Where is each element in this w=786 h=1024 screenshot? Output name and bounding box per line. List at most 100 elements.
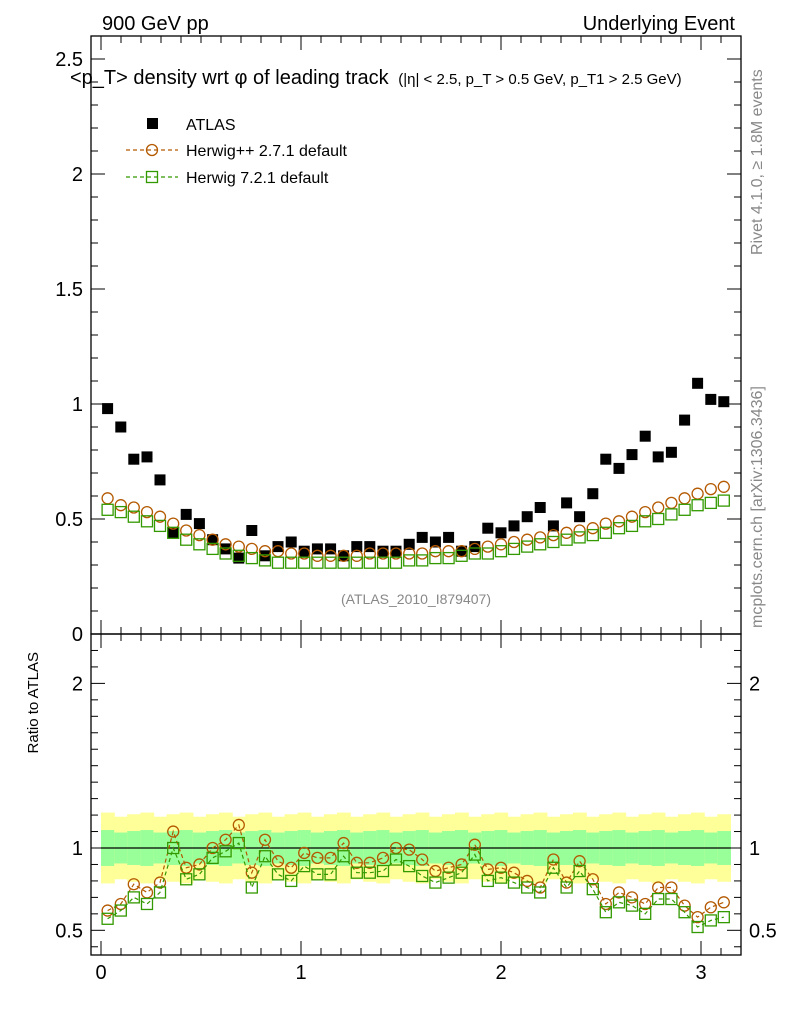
herwigpp-ratio-point: [324, 851, 337, 865]
herwigpp-point: [429, 545, 442, 558]
herwigpp-point: [101, 492, 114, 505]
atlas-point: [416, 531, 428, 543]
herwigpp-ratio-point: [153, 876, 167, 889]
atlas-point: [692, 377, 704, 389]
herwig7-point: [245, 551, 258, 565]
atlas-point: [311, 543, 323, 555]
main-ytick-label: 0: [72, 624, 83, 646]
atlas-point: [338, 550, 350, 562]
herwig7-ratio-point: [442, 871, 455, 884]
herwigpp-ratio-point: [114, 897, 127, 911]
herwigpp-point: [376, 547, 390, 560]
atlas-point: [390, 545, 402, 557]
herwigpp-point: [534, 531, 547, 544]
atlas-point: [325, 543, 337, 555]
herwigpp-point: [521, 533, 534, 546]
herwig7-point: [232, 549, 245, 562]
main-panel: 0 0.5 1 1.5 2 2.5 <p_T> density wrt φ of lead…: [55, 35, 742, 646]
herwig7-point: [547, 535, 560, 549]
main-ytick-label: 2: [72, 164, 83, 186]
herwig7-ratio-point: [717, 910, 730, 924]
herwig7-ratio-point: [271, 868, 285, 881]
atlas-point: [207, 534, 219, 546]
atlas-point: [377, 545, 389, 557]
herwigpp-point: [547, 528, 560, 542]
herwig7-ratio-point: [193, 868, 206, 881]
atlas-point: [272, 541, 284, 553]
herwig7-ratio-point: [140, 897, 154, 911]
herwigpp-ratio-point: [442, 861, 455, 874]
ratio-xtick-label: 2: [495, 962, 506, 984]
herwig7-point: [206, 542, 219, 556]
herwig7-point: [193, 538, 206, 551]
herwig7-ratio-point: [363, 866, 376, 879]
herwigpp-ratio-point: [193, 858, 206, 871]
herwig7-point: [494, 545, 508, 558]
herwig7-ratio-point: [481, 874, 494, 888]
atlas-point: [115, 421, 127, 433]
herwig7-ratio-point: [232, 836, 245, 850]
atlas-point: [154, 474, 166, 486]
herwig7-point: [521, 540, 534, 553]
atlas-point: [574, 511, 586, 523]
atlas-point: [220, 543, 232, 555]
herwig7-point: [639, 515, 652, 528]
atlas-point: [102, 403, 114, 415]
herwig7-ratio-point: [311, 868, 324, 881]
herwigpp-ratio-point: [717, 896, 730, 909]
herwig7-ratio-point: [114, 904, 127, 917]
herwigpp-point: [560, 526, 573, 539]
atlas-point: [495, 527, 507, 539]
atlas-point: [259, 550, 271, 562]
herwigpp-point: [127, 501, 140, 514]
herwig7-ratio-point: [285, 874, 298, 888]
analysis-watermark: (ATLAS_2010_I879407): [341, 591, 491, 607]
herwigpp-ratio-point: [468, 838, 481, 851]
herwig7-point: [429, 551, 442, 565]
atlas-point: [639, 430, 651, 442]
herwig7-ratio-point: [547, 861, 560, 874]
herwigpp-point: [416, 547, 429, 560]
ratio-ytick-label-right: 2: [749, 673, 760, 695]
header-left: 900 GeV pp: [102, 13, 209, 35]
herwig7-ratio-point: [560, 881, 573, 894]
herwig7-point: [704, 496, 717, 510]
herwig7-point: [114, 505, 127, 519]
herwigpp-point: [285, 547, 298, 560]
herwigpp-point: [337, 549, 350, 562]
herwigpp-point: [403, 547, 416, 560]
herwigpp-ratio-point: [612, 886, 626, 899]
atlas-point: [600, 453, 612, 465]
herwigpp-ratio-point: [167, 825, 180, 838]
herwigpp-ratio-point: [599, 897, 612, 911]
herwigpp-point: [232, 540, 245, 553]
atlas-point: [233, 552, 245, 564]
atlas-point: [128, 453, 140, 465]
legend-marker-herwigpp: [145, 143, 159, 157]
herwig7-point: [180, 533, 193, 546]
herwigpp-point: [167, 517, 180, 530]
herwigpp-ratio-point: [403, 843, 416, 856]
ratio-xtick-label: 0: [95, 962, 106, 984]
ratio-panel: 0.5 0.5 1 1 2 2 0 1 2 3 Ratio to ATLAS: [25, 633, 777, 984]
herwig7-ratio-point: [625, 899, 639, 912]
herwig7-point: [612, 522, 626, 535]
herwigpp-point: [612, 515, 626, 528]
atlas-point: [718, 396, 730, 408]
herwig7-point: [219, 547, 232, 560]
herwig7-point: [403, 554, 416, 567]
legend-label-herwig7: Herwig 7.2.1 default: [186, 170, 329, 187]
ratio-ytick-label: 0.5: [55, 920, 83, 942]
herwig7-point: [442, 551, 455, 565]
herwig7-ratio-point: [167, 841, 180, 855]
atlas-point: [180, 508, 192, 520]
herwigpp-point: [704, 482, 717, 496]
herwigpp-ratio-point: [101, 904, 114, 917]
herwig7-ratio-point: [416, 869, 429, 883]
atlas-point: [285, 536, 297, 548]
atlas-point: [364, 541, 376, 553]
herwig7-ratio-point: [337, 850, 350, 863]
atlas-point: [665, 446, 677, 458]
herwig7-ratio-point: [127, 891, 140, 904]
herwig7-ratio-point: [298, 859, 311, 873]
